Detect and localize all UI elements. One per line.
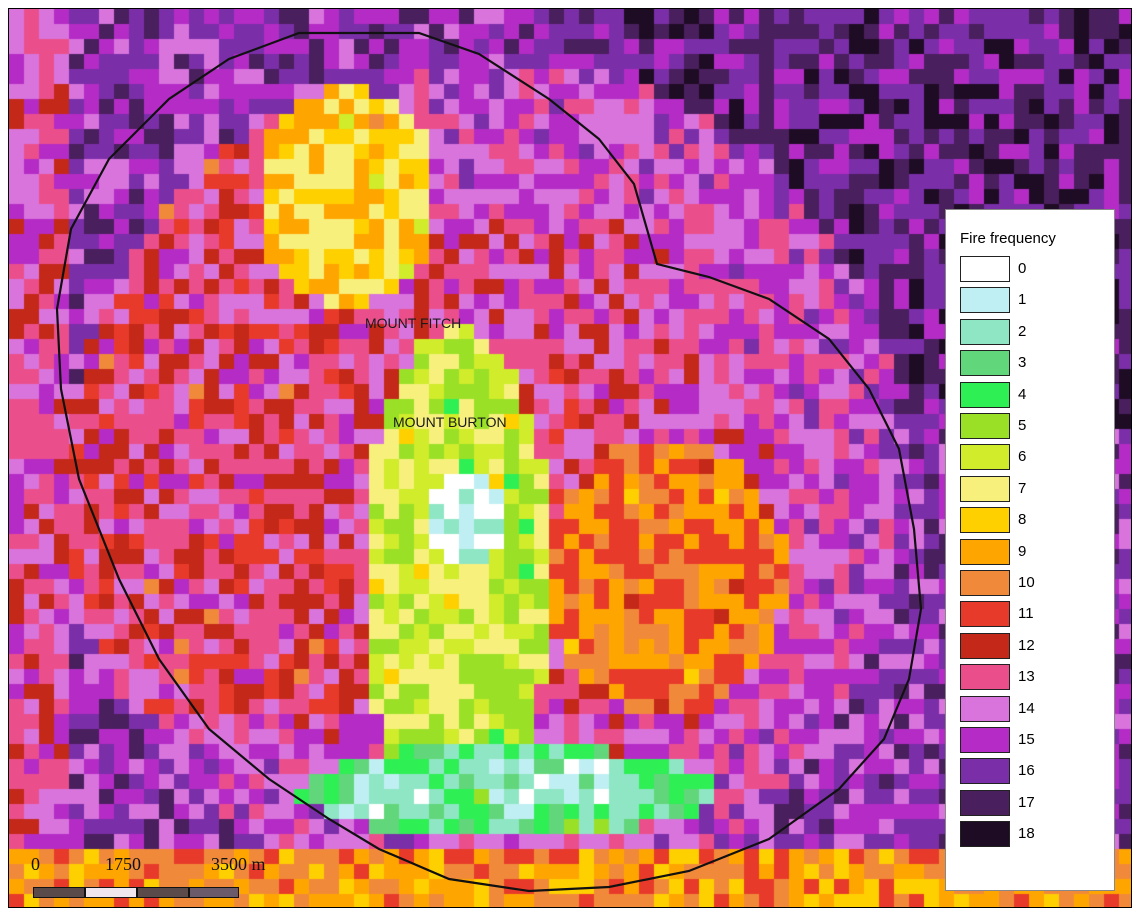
legend-swatch-6 xyxy=(960,444,1010,471)
legend-label-3: 3 xyxy=(1018,354,1027,372)
legend-item-8: 8 xyxy=(960,507,1110,536)
fire-frequency-raster xyxy=(9,9,1131,907)
legend-item-6: 6 xyxy=(960,444,1110,473)
boundary-line xyxy=(55,31,923,893)
legend-swatch-12 xyxy=(960,632,1010,659)
legend-item-13: 13 xyxy=(960,664,1110,693)
legend-swatch-1 xyxy=(960,287,1010,314)
scale-label-3500: 3500 m xyxy=(211,854,266,874)
legend-swatch-5 xyxy=(960,413,1010,439)
legend-label-4: 4 xyxy=(1018,385,1027,403)
legend-swatch-10 xyxy=(960,570,1010,596)
legend-swatch-9 xyxy=(960,538,1010,565)
scale-segment-3 xyxy=(137,887,189,898)
scale-label-1750: 1750 xyxy=(105,854,141,874)
legend-swatch-8 xyxy=(960,507,1010,534)
legend-swatch-16 xyxy=(960,758,1010,785)
legend-item-0: 0 xyxy=(960,256,1110,285)
legend-item-1: 1 xyxy=(960,287,1110,316)
legend-label-18: 18 xyxy=(1018,825,1035,843)
legend-item-7: 7 xyxy=(960,475,1110,505)
legend-label-1: 1 xyxy=(1018,291,1027,309)
legend-label-17: 17 xyxy=(1018,793,1035,811)
legend-label-16: 16 xyxy=(1018,762,1035,780)
legend: Fire frequency 0 1 2 3 4 5 6 7 8 9 10 11 12 13 14 15 16 1… xyxy=(945,209,1115,891)
legend-label-14: 14 xyxy=(1018,699,1035,717)
legend-swatch-15 xyxy=(960,727,1010,753)
legend-item-10: 10 xyxy=(960,570,1110,599)
legend-swatch-3 xyxy=(960,350,1010,377)
legend-label-9: 9 xyxy=(1018,542,1027,560)
scale-bar: 0 1750 3500 m xyxy=(31,854,266,904)
legend-swatch-18 xyxy=(960,821,1010,848)
legend-swatch-14 xyxy=(960,695,1010,722)
legend-swatch-13 xyxy=(960,664,1010,691)
legend-item-11: 11 xyxy=(960,601,1110,630)
legend-title: Fire frequency xyxy=(960,230,1056,247)
legend-label-7: 7 xyxy=(1018,479,1027,497)
fire-frequency-map[interactable]: MOUNT FITCH MOUNT BURTON 0 1750 3500 m xyxy=(8,8,1132,908)
legend-swatch-4 xyxy=(960,381,1010,408)
legend-item-12: 12 xyxy=(960,632,1110,662)
label-mount-fitch: MOUNT FITCH xyxy=(365,315,462,331)
legend-item-4: 4 xyxy=(960,381,1110,411)
legend-swatch-7 xyxy=(960,475,1010,502)
label-mount-burton: MOUNT BURTON xyxy=(393,414,507,430)
legend-item-5: 5 xyxy=(960,413,1110,442)
scale-label-0: 0 xyxy=(31,854,40,874)
legend-swatch-17 xyxy=(960,789,1010,816)
legend-label-13: 13 xyxy=(1018,668,1035,686)
study-area-boundary xyxy=(55,31,923,893)
legend-item-14: 14 xyxy=(960,695,1110,725)
legend-label-10: 10 xyxy=(1018,574,1035,591)
legend-swatch-2 xyxy=(960,318,1010,345)
legend-item-15: 15 xyxy=(960,727,1110,756)
scale-segment-4 xyxy=(189,887,239,898)
scale-segment-1 xyxy=(33,887,85,898)
legend-swatch-0 xyxy=(960,256,1010,282)
legend-label-0: 0 xyxy=(1018,260,1027,277)
legend-label-12: 12 xyxy=(1018,636,1035,654)
legend-label-8: 8 xyxy=(1018,511,1027,529)
legend-item-17: 17 xyxy=(960,789,1110,819)
scale-segment-2 xyxy=(85,887,137,898)
legend-label-11: 11 xyxy=(1018,605,1034,623)
legend-item-9: 9 xyxy=(960,538,1110,568)
legend-label-6: 6 xyxy=(1018,448,1027,466)
legend-swatch-11 xyxy=(960,601,1010,628)
legend-label-2: 2 xyxy=(1018,322,1027,340)
legend-item-16: 16 xyxy=(960,758,1110,787)
legend-item-3: 3 xyxy=(960,350,1110,379)
legend-label-15: 15 xyxy=(1018,731,1035,748)
legend-label-5: 5 xyxy=(1018,417,1027,434)
legend-item-18: 18 xyxy=(960,821,1110,850)
legend-item-2: 2 xyxy=(960,318,1110,348)
